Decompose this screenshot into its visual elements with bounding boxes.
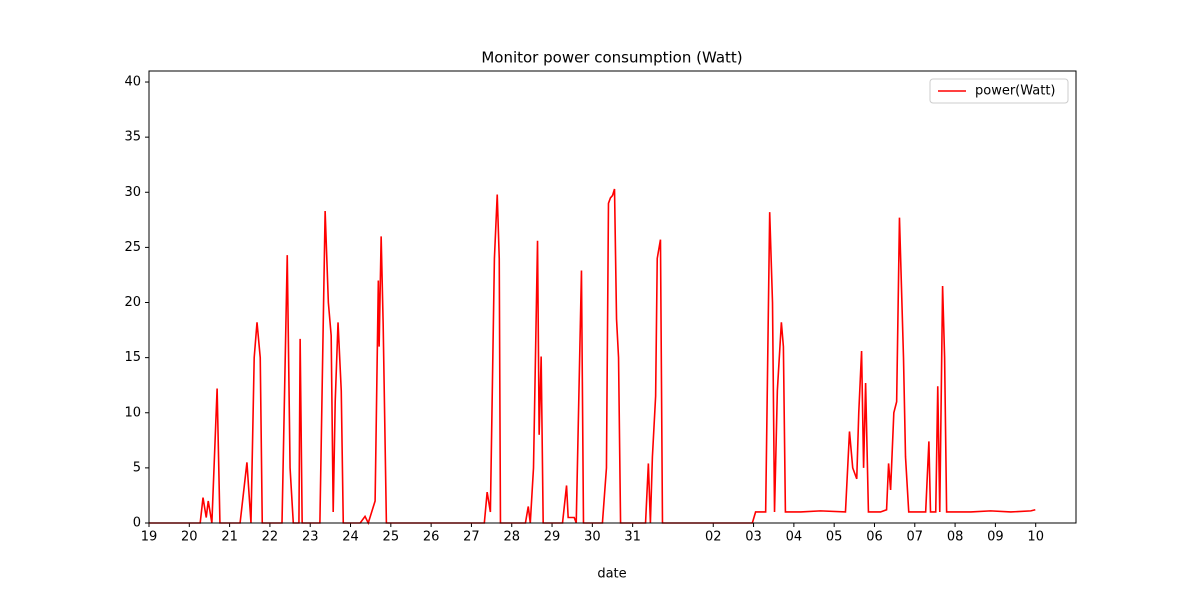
x-tick-label: 25 (383, 530, 400, 545)
x-tick-label: 28 (503, 530, 520, 545)
x-tick-label: 30 (584, 530, 601, 545)
x-tick-label: 05 (826, 530, 843, 545)
x-tick-label: 03 (745, 530, 762, 545)
x-tick-label: 29 (544, 530, 561, 545)
x-tick-label: 08 (947, 530, 964, 545)
line (149, 188, 1036, 526)
y-tick-label: 15 (124, 350, 141, 365)
y-tick-label: 40 (124, 75, 141, 90)
y-tick-label: 10 (124, 405, 141, 420)
x-tick-label: 23 (302, 530, 319, 545)
y-tick-label: 35 (124, 130, 141, 145)
x-tick-label: 20 (181, 530, 198, 545)
y-tick-label: 5 (133, 460, 141, 475)
y-tick-label: 20 (124, 295, 141, 310)
x-tick-label: 26 (423, 530, 440, 545)
x-tick-label: 10 (1027, 530, 1044, 545)
x-tick-label: 27 (463, 530, 480, 545)
x-tick-label: 21 (221, 530, 238, 545)
x-tick-label: 19 (141, 530, 158, 545)
legend-box (929, 78, 1069, 104)
x-tick-label: 09 (987, 530, 1004, 545)
x-axis-label: date (597, 567, 626, 582)
x-tick-label: 22 (262, 530, 279, 545)
x-tick-label: 04 (786, 530, 803, 545)
x-tick-label: 31 (624, 530, 641, 545)
x-tick-label: 07 (907, 530, 924, 545)
y-tick-label: 0 (133, 516, 141, 531)
x-tick-label: 24 (342, 530, 359, 545)
plot-frame (148, 70, 1077, 524)
chart-title: Monitor power consumption (Watt) (481, 49, 742, 67)
x-tick-label: 02 (705, 530, 722, 545)
legend-label: power(Watt) (975, 84, 1056, 99)
y-tick-label: 30 (124, 185, 141, 200)
x-tick-label: 06 (866, 530, 883, 545)
y-tick-label: 25 (124, 240, 141, 255)
